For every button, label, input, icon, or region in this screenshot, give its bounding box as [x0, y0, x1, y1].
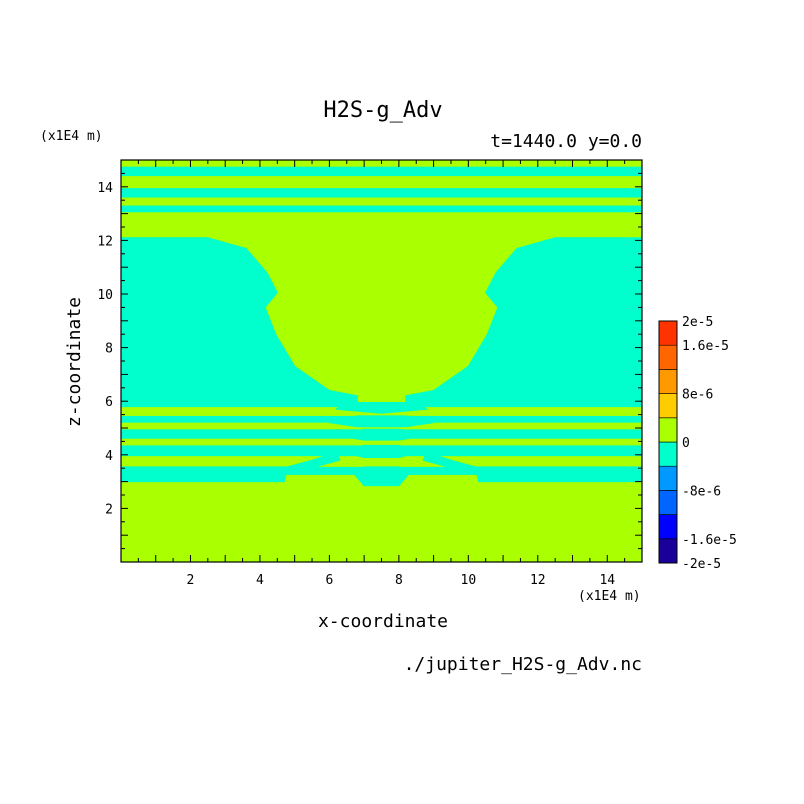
- x-axis-unit: (x1E4 m): [578, 589, 641, 604]
- colorbar-segment: [658, 369, 678, 394]
- z-tick-label: 2: [105, 502, 113, 517]
- z-tick-label: 14: [97, 181, 113, 196]
- z-tick-label: 6: [105, 395, 113, 410]
- negative-region: [121, 466, 289, 483]
- negative-region: [352, 466, 411, 487]
- negative-region: [287, 451, 341, 468]
- x-axis-label: x-coordinate: [317, 611, 449, 632]
- field-layer: [121, 160, 642, 562]
- negative-region: [341, 444, 422, 458]
- colorbar-segment: [658, 465, 678, 491]
- negative-region: [329, 415, 434, 428]
- colorbar-segment: [658, 417, 678, 443]
- colorbar-segment: [658, 514, 678, 540]
- z-tick-label: 12: [97, 234, 113, 249]
- z-tick-label: 10: [97, 288, 113, 303]
- negative-region: [474, 466, 642, 483]
- colorbar: 2e-5 1.6e-5 8e-6 0 -8e-6 -1.6e-5 -2e-5: [658, 315, 737, 572]
- colorbar-segment: [658, 538, 678, 564]
- colorbar-tick-label: 2e-5: [682, 315, 713, 330]
- x-tick-label: 12: [530, 573, 546, 588]
- contour-field: [121, 160, 642, 562]
- negative-band: [121, 166, 642, 177]
- colorbar-segment: [658, 441, 678, 467]
- x-tick-label: 6: [325, 573, 333, 588]
- colorbar-tick-label: -2e-5: [682, 557, 721, 572]
- z-axis-unit: (x1E4 m): [40, 129, 103, 144]
- negative-band: [121, 188, 642, 198]
- negative-region: [339, 428, 424, 441]
- z-tick-label: 4: [105, 449, 113, 464]
- colorbar-segment: [658, 344, 678, 370]
- time-label: t=1440.0 y=0.0: [490, 131, 642, 152]
- plot-axes: 2 4 6 8 10 12 14 2 4 6 8 10 12 14: [97, 159, 643, 588]
- x-tick-label: 2: [187, 573, 195, 588]
- source-file-label: ./jupiter_H2S-g_Adv.nc: [403, 654, 642, 675]
- x-tick-label: 14: [599, 573, 615, 588]
- colorbar-segment: [658, 490, 678, 515]
- colorbar-tick-label: 0: [682, 436, 690, 451]
- colorbar-tick-label: -1.6e-5: [682, 533, 737, 548]
- x-tick-label: 10: [461, 573, 477, 588]
- x-tick-label: 4: [256, 573, 264, 588]
- negative-region: [335, 402, 428, 414]
- colorbar-tick-label: -8e-6: [682, 484, 721, 499]
- colorbar-segment: [658, 320, 678, 346]
- z-tick-label: 8: [105, 342, 113, 357]
- x-tick-label: 8: [395, 573, 403, 588]
- colorbar-frame: [658, 320, 678, 564]
- colorbar-segment: [658, 393, 678, 419]
- colorbar-tick-label: 1.6e-5: [682, 339, 729, 354]
- negative-band: [121, 205, 642, 213]
- negative-region: [422, 451, 476, 468]
- colorbar-tick-label: 8e-6: [682, 388, 713, 403]
- chart-title: H2S-g_Adv: [323, 98, 443, 123]
